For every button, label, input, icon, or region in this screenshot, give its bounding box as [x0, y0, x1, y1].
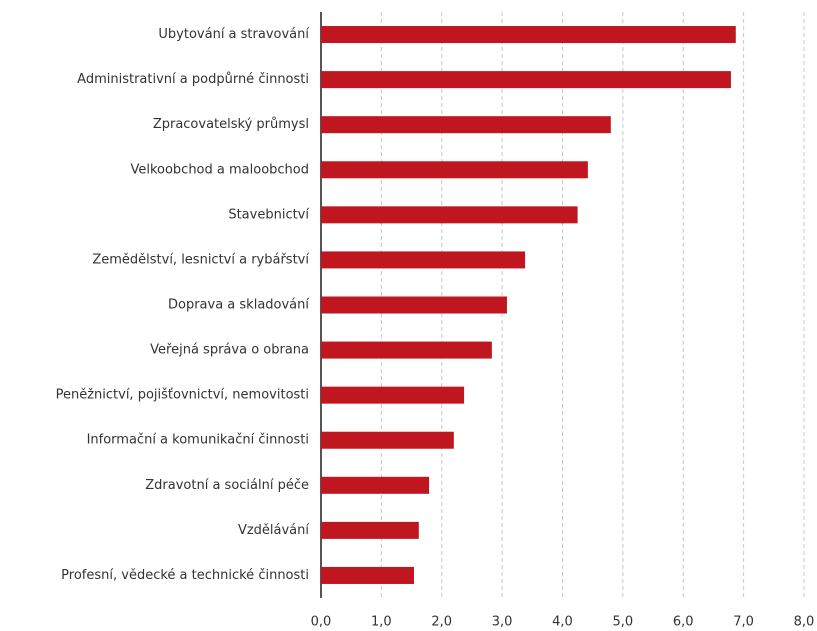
bar [321, 431, 454, 449]
y-tick-label: Doprava a skladování [168, 298, 309, 313]
x-tick-label: 4,0 [552, 615, 573, 630]
y-tick-label: Profesní, vědecké a technické činnosti [61, 568, 309, 583]
y-tick-label: Ubytování a stravování [158, 27, 309, 42]
x-tick-label: 3,0 [492, 615, 513, 630]
y-tick-label: Veřejná správa o obrana [150, 343, 309, 358]
x-tick-label: 5,0 [613, 615, 634, 630]
x-tick-label: 6,0 [673, 615, 694, 630]
bar [321, 161, 588, 179]
y-tick-label: Stavebnictví [228, 207, 309, 222]
bar [321, 566, 414, 584]
bar [321, 386, 465, 404]
bar [321, 206, 578, 224]
y-tick-label: Peněžnictví, pojišťovnictví, nemovitosti [56, 388, 309, 403]
bar [321, 341, 492, 359]
y-tick-label: Administrativní a podpůrné činnosti [77, 72, 309, 87]
y-tick-label: Zdravotní a sociální péče [145, 478, 309, 493]
bar [321, 521, 419, 539]
bar [321, 26, 736, 44]
x-tick-label: 8,0 [794, 615, 815, 630]
y-tick-label: Velkoobchod a maloobchod [130, 162, 309, 177]
x-tick-label: 7,0 [733, 615, 754, 630]
x-tick-label: 2,0 [431, 615, 452, 630]
y-tick-label: Informační a komunikační činnosti [87, 433, 309, 448]
bar [321, 476, 430, 494]
y-tick-label: Zemědělství, lesnictví a rybářství [92, 252, 309, 267]
x-tick-label: 0,0 [311, 615, 332, 630]
bar [321, 71, 731, 89]
bar [321, 251, 526, 269]
y-tick-label: Zpracovatelský průmysl [153, 117, 309, 132]
bar [321, 116, 611, 134]
x-tick-label: 1,0 [371, 615, 392, 630]
bar [321, 296, 507, 314]
y-tick-label: Vzdělávání [238, 523, 309, 538]
